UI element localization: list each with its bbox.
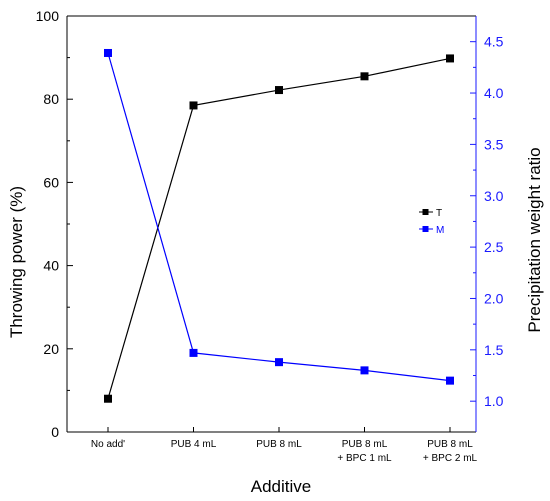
y-tick-label-right: 3.0 (484, 188, 504, 204)
y-axis-right-title: Precipitation weight ratio (525, 147, 544, 332)
y-tick-label-left: 0 (51, 424, 59, 440)
legend-t-label: T (436, 208, 442, 219)
y-tick-label-left: 40 (43, 258, 59, 274)
axes (66, 15, 477, 433)
data-point-m (189, 348, 198, 357)
x-tick-label: No add' (91, 439, 125, 450)
y-tick-label-right: 2.0 (484, 290, 504, 306)
y-tick-label-left: 100 (36, 8, 60, 24)
y-tick-label-right: 1.5 (484, 342, 504, 358)
y-axis-left-title: Throwing power (%) (7, 186, 26, 338)
y-tick-label-right: 1.0 (484, 393, 504, 409)
legend-t-marker (422, 209, 429, 215)
y-tick-label-right: 4.0 (484, 85, 504, 101)
legend-m-label: M (436, 225, 444, 236)
x-tick-label: PUB 8 mL (342, 439, 388, 450)
y-tick-label-right: 4.5 (484, 34, 504, 50)
x-tick-label: + BPC 2 mL (423, 453, 478, 464)
data-point-t (275, 86, 283, 95)
y-tick-label-right: 2.5 (484, 239, 504, 255)
data-point-t (360, 72, 369, 81)
data-point-m (360, 366, 369, 375)
y-tick-label-right: 3.5 (484, 136, 504, 152)
series-line-t (107, 57, 451, 399)
x-tick-label: + BPC 1 mL (337, 453, 392, 464)
x-tick-label: PUB 8 mL (427, 439, 473, 450)
legend-m-marker (422, 226, 429, 232)
y-tick-label-left: 60 (43, 174, 59, 190)
x-axis-title: Additive (251, 477, 311, 496)
x-tick-label: PUB 4 mL (171, 439, 217, 450)
y-tick-label-left: 80 (43, 91, 59, 107)
data-point-t (104, 394, 112, 403)
y-tick-label-left: 20 (43, 341, 59, 357)
series-layer (104, 48, 454, 403)
data-point-m (275, 358, 283, 367)
legend: T M (416, 206, 446, 236)
data-point-m (104, 48, 112, 57)
x-tick-label: PUB 8 mL (256, 439, 302, 450)
series-line-m (107, 52, 451, 382)
data-point-t (446, 54, 454, 63)
ticks: 0 20 40 60 80 100 1.0 1.5 2.0 2.5 3.0 3.5 4.0 4.5 No a… (36, 8, 504, 464)
data-point-m (446, 376, 454, 385)
data-point-t (189, 101, 198, 110)
